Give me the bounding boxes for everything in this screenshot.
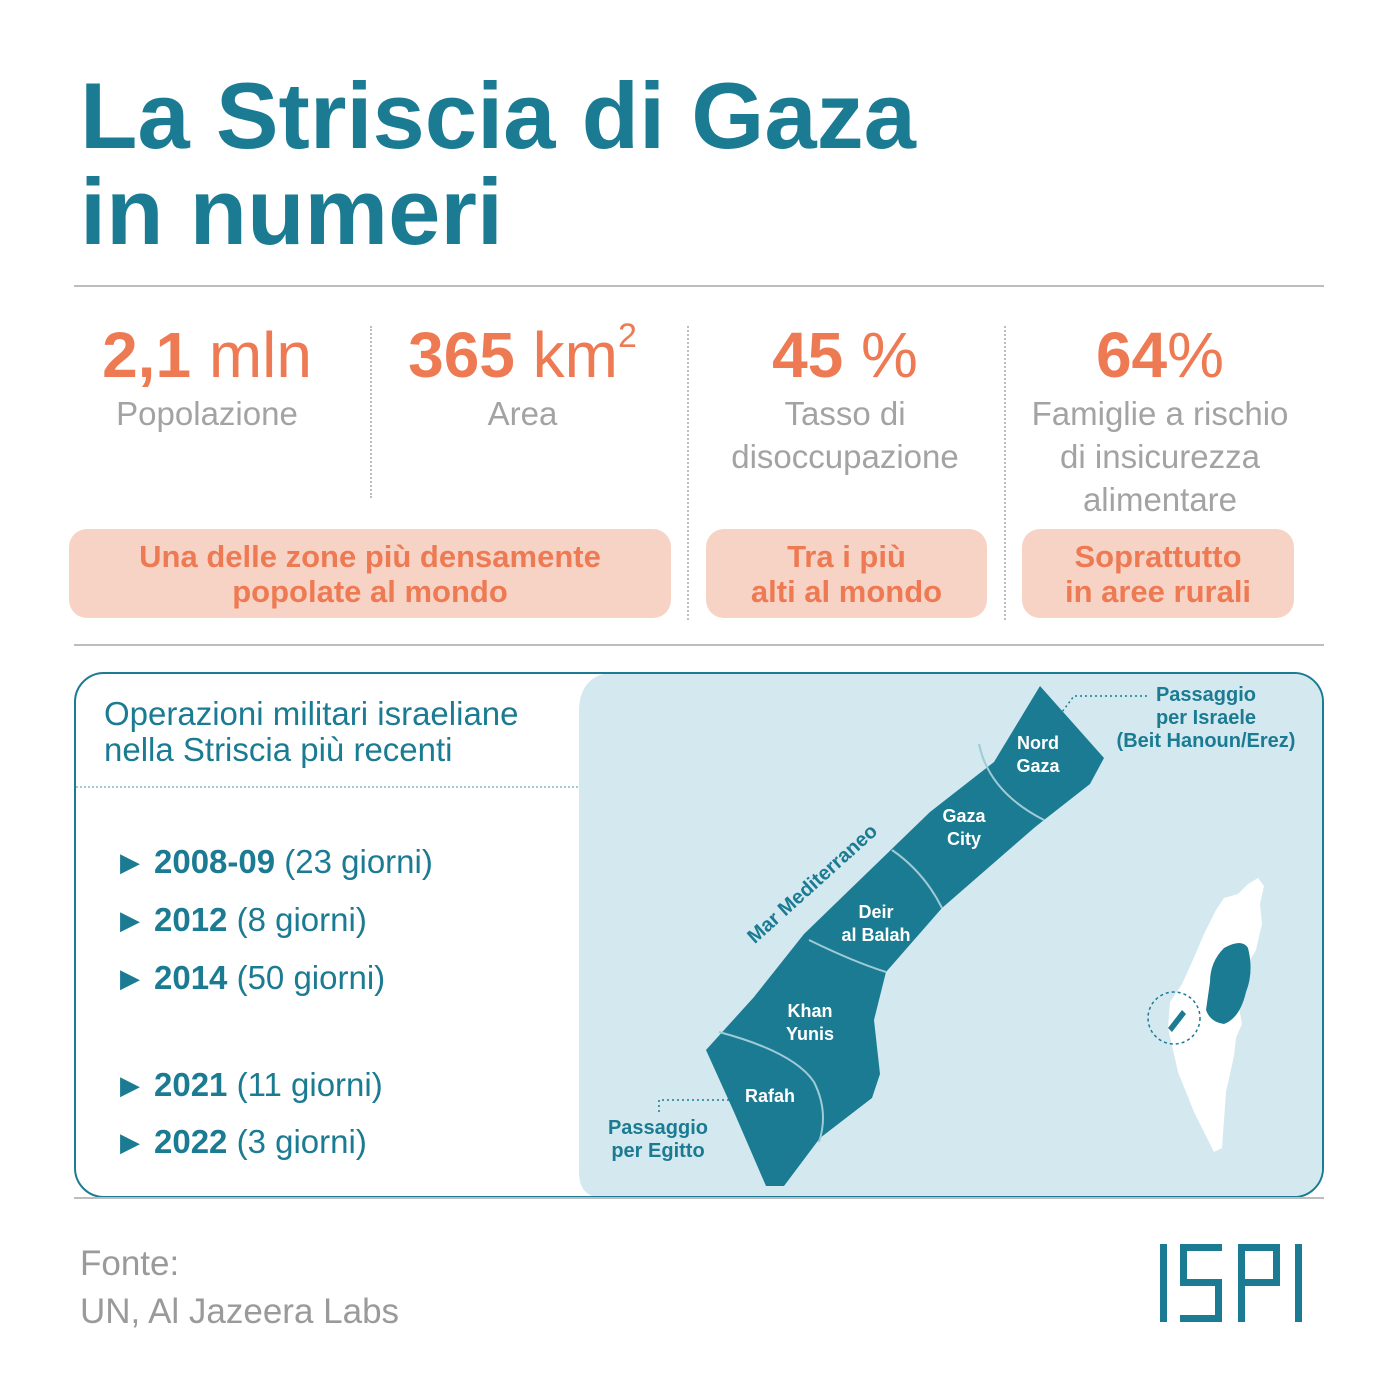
region-label-deir-al-balah: Deir al Balah <box>841 902 911 945</box>
crossing-egypt-label: Passaggio per Egitto <box>607 1117 709 1162</box>
stat-population-value: 2,1 mln <box>102 319 312 391</box>
stat-area-label: Area <box>487 395 558 432</box>
stat-divider <box>1004 326 1006 620</box>
triangle-icon: ▶ <box>120 1127 140 1157</box>
gaza-inset <box>1168 1010 1186 1032</box>
operation-item: ▶ 2012 (8 giorni) <box>120 898 560 942</box>
operation-item: ▶ 2014 (50 giorni) <box>120 956 560 1000</box>
page-title-line-2: in numeri <box>80 159 504 264</box>
region-label-rafah: Rafah <box>744 1086 795 1106</box>
operation-item: ▶ 2021 (11 giorni) <box>120 1063 560 1107</box>
bottom-divider <box>74 1197 1324 1199</box>
density-note: Una delle zone più densamente popolate a… <box>69 529 671 618</box>
page-title-line-1: La Striscia di Gaza <box>80 63 916 168</box>
operations-title: Operazioni militari israeliane nella Str… <box>104 695 519 768</box>
operations-divider <box>76 786 578 788</box>
ispi-logo <box>1160 1244 1324 1322</box>
operations-panel <box>74 672 1324 1198</box>
page-title: La Striscia di Gaza in numeri <box>80 68 1280 260</box>
operation-item: ▶ 2022 (3 giorni) <box>120 1120 560 1164</box>
triangle-icon: ▶ <box>120 905 140 935</box>
source-note: Fonte: UN, Al Jazeera Labs <box>80 1244 400 1331</box>
stat-unemployment-label: Tasso di disoccupazione <box>731 395 959 475</box>
region-border <box>891 849 943 909</box>
region-border <box>718 1031 824 1143</box>
region-label-gaza-city: Gaza City <box>942 806 986 849</box>
stat-divider <box>687 326 689 620</box>
crossing-leader-line <box>658 1099 734 1112</box>
stat-food-insecurity-label: Famiglie a rischio di insicurezza alimen… <box>1031 395 1289 518</box>
operation-item: ▶ 2008-09 (23 giorni) <box>120 840 560 884</box>
region-label-nord-gaza: Nord Gaza <box>1016 733 1060 776</box>
region-border <box>808 939 887 973</box>
west-bank-inset <box>1206 943 1251 1024</box>
stat-divider <box>370 326 372 498</box>
crossing-israel-label: Passaggio per Israele (Beit Hanoun/Erez) <box>1116 684 1296 752</box>
triangle-icon: ▶ <box>120 847 140 877</box>
food-insecurity-note: Soprattutto in aree rurali <box>1022 529 1294 618</box>
region-border <box>978 743 1045 821</box>
stat-population-label: Popolazione <box>116 395 298 432</box>
region-label-khan-yunis: Khan Yunis <box>785 1001 834 1044</box>
triangle-icon: ▶ <box>120 963 140 993</box>
gaza-map <box>579 674 1322 1196</box>
stat-food-insecurity-value: 64% <box>1095 319 1225 391</box>
stat-area-value: 365 km2 <box>408 317 637 391</box>
gaza-strip-shape <box>706 686 1104 1186</box>
stat-unemployment-value: 45 % <box>772 319 918 391</box>
gaza-inset-circle <box>1147 991 1201 1045</box>
unemployment-note: Tra i più alti al mondo <box>706 529 987 618</box>
triangle-icon: ▶ <box>120 1070 140 1100</box>
middle-divider <box>74 644 1324 646</box>
top-divider <box>74 285 1324 287</box>
